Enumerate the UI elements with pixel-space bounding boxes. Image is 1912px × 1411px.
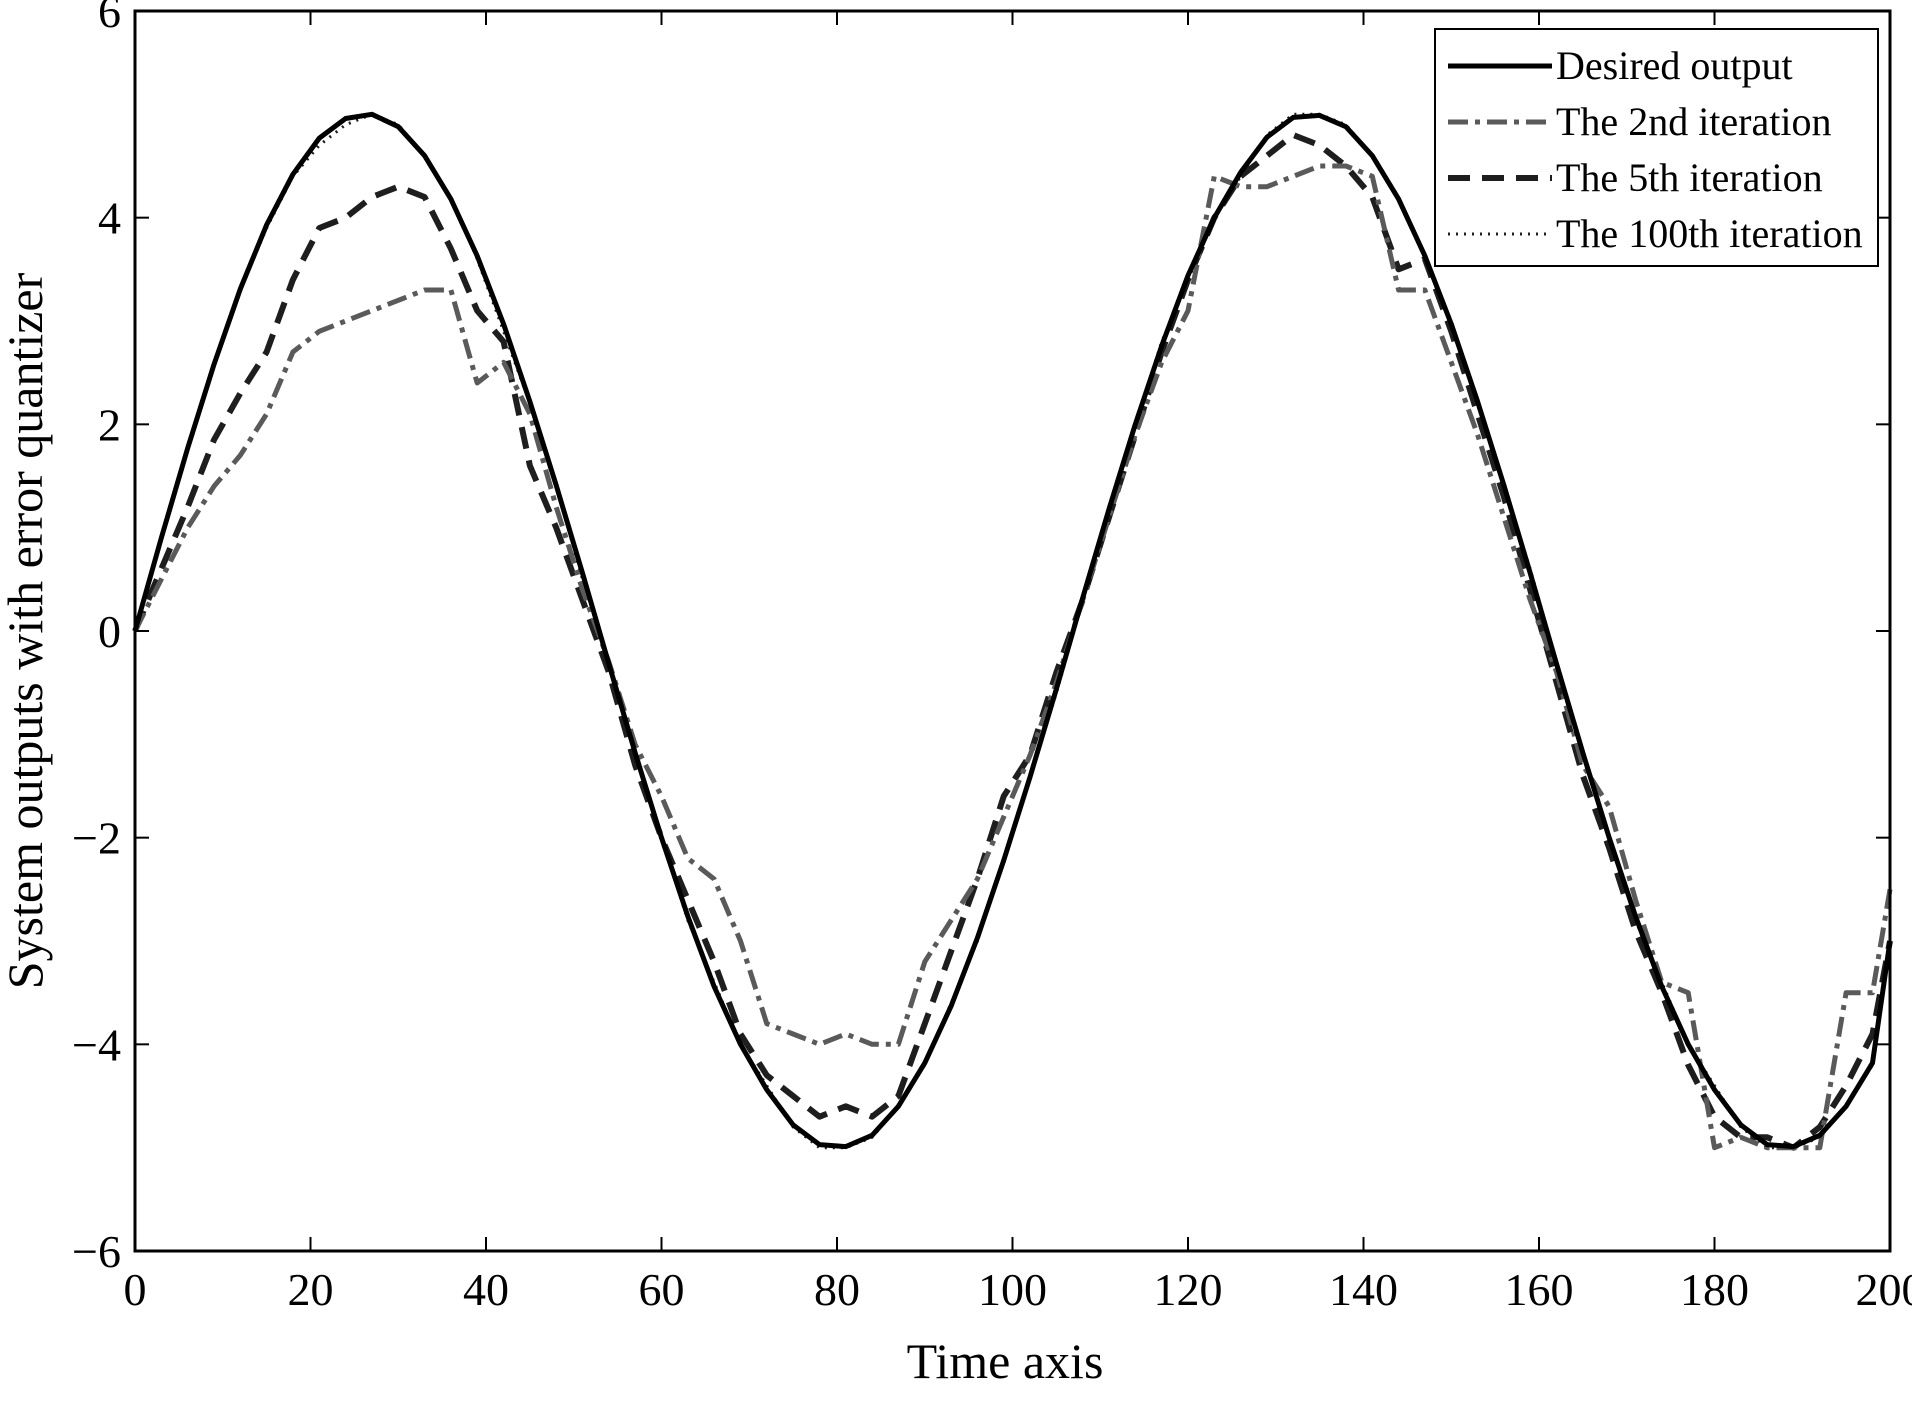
- legend-label-2: The 2nd iteration: [1556, 99, 1831, 144]
- x-tick-label: 60: [639, 1264, 685, 1315]
- y-axis-title: System outputs with error quantizer: [0, 272, 53, 989]
- x-tick-label: 0: [124, 1264, 147, 1315]
- legend-label-4: The 100th iteration: [1556, 211, 1863, 256]
- x-tick-label: 20: [288, 1264, 334, 1315]
- x-tick-label: 40: [463, 1264, 509, 1315]
- y-tick-label: 4: [98, 193, 121, 244]
- y-tick-label: −4: [72, 1019, 121, 1070]
- legend-label-3: The 5th iteration: [1556, 155, 1823, 200]
- x-tick-label: 180: [1680, 1264, 1749, 1315]
- x-axis-title: Time axis: [907, 1333, 1104, 1389]
- y-tick-label: 0: [98, 606, 121, 657]
- x-tick-label: 100: [978, 1264, 1047, 1315]
- legend: Desired output The 2nd iteration The 5th i…: [1435, 29, 1878, 266]
- y-tick-label: 2: [98, 399, 121, 450]
- y-tick-label: −2: [72, 813, 121, 864]
- x-tick-label: 160: [1505, 1264, 1574, 1315]
- legend-label-1: Desired output: [1556, 43, 1793, 88]
- x-tick-label: 120: [1154, 1264, 1223, 1315]
- y-tick-label: 6: [98, 0, 121, 37]
- x-tick-label: 80: [814, 1264, 860, 1315]
- y-tick-label: −6: [72, 1226, 121, 1277]
- x-tick-label: 200: [1856, 1264, 1912, 1315]
- x-tick-label: 140: [1329, 1264, 1398, 1315]
